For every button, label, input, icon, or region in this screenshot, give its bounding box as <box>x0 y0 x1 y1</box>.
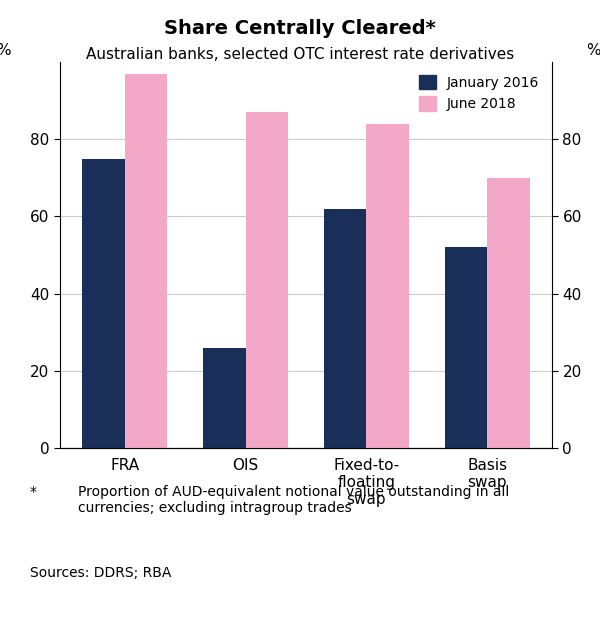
Text: %: % <box>587 44 600 58</box>
Bar <box>324 209 367 448</box>
Text: %: % <box>0 44 11 58</box>
Legend: January 2016, June 2018: January 2016, June 2018 <box>414 69 545 117</box>
Text: Proportion of AUD-equivalent notional value outstanding in all
currencies; exclu: Proportion of AUD-equivalent notional va… <box>78 485 509 516</box>
Text: *: * <box>30 485 37 499</box>
Bar <box>82 159 125 448</box>
Bar <box>125 74 167 448</box>
Text: Australian banks, selected OTC interest rate derivatives: Australian banks, selected OTC interest … <box>86 47 514 62</box>
Bar <box>367 124 409 448</box>
Bar <box>245 113 288 448</box>
Bar <box>445 248 487 448</box>
Bar <box>487 178 530 448</box>
Text: Sources: DDRS; RBA: Sources: DDRS; RBA <box>30 566 172 580</box>
Bar <box>203 348 245 448</box>
Text: Share Centrally Cleared*: Share Centrally Cleared* <box>164 19 436 38</box>
